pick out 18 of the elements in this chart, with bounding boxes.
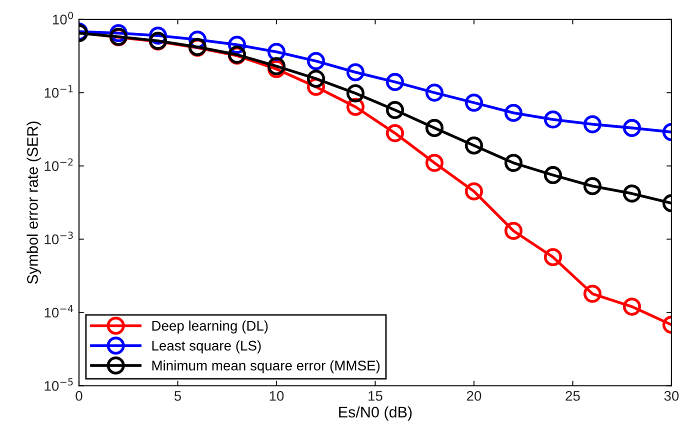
x-axis-title: Es/N0 (dB) (339, 406, 412, 421)
y-tick-label: 10$^{−1}$ (44, 85, 73, 98)
y-tick-label: 10$^{−2}$ (44, 158, 73, 171)
x-tick-label: 10 (270, 390, 284, 401)
y-axis-title: Symbol error rate (SER) (26, 122, 41, 284)
x-tick-label: 5 (174, 391, 182, 401)
x-tick-label: 25 (566, 390, 580, 401)
legend-label: Least square (LS) (152, 340, 261, 354)
x-tick-label: 15 (368, 391, 382, 401)
legend-label: Minimum mean square error (MMSE) (152, 360, 380, 374)
y-tick-label: 10$^{0}$ (52, 12, 74, 24)
legend-label: Deep learning (DL) (152, 320, 268, 334)
y-tick-label: 10$^{−5}$ (44, 378, 73, 391)
x-tick-label: 0 (76, 390, 82, 401)
y-tick-label: 10$^{−3}$ (44, 232, 73, 244)
x-tick-label: 20 (466, 390, 482, 401)
y-tick-label: 10$^{−4}$ (44, 305, 74, 318)
x-tick-label: 30 (664, 390, 679, 401)
